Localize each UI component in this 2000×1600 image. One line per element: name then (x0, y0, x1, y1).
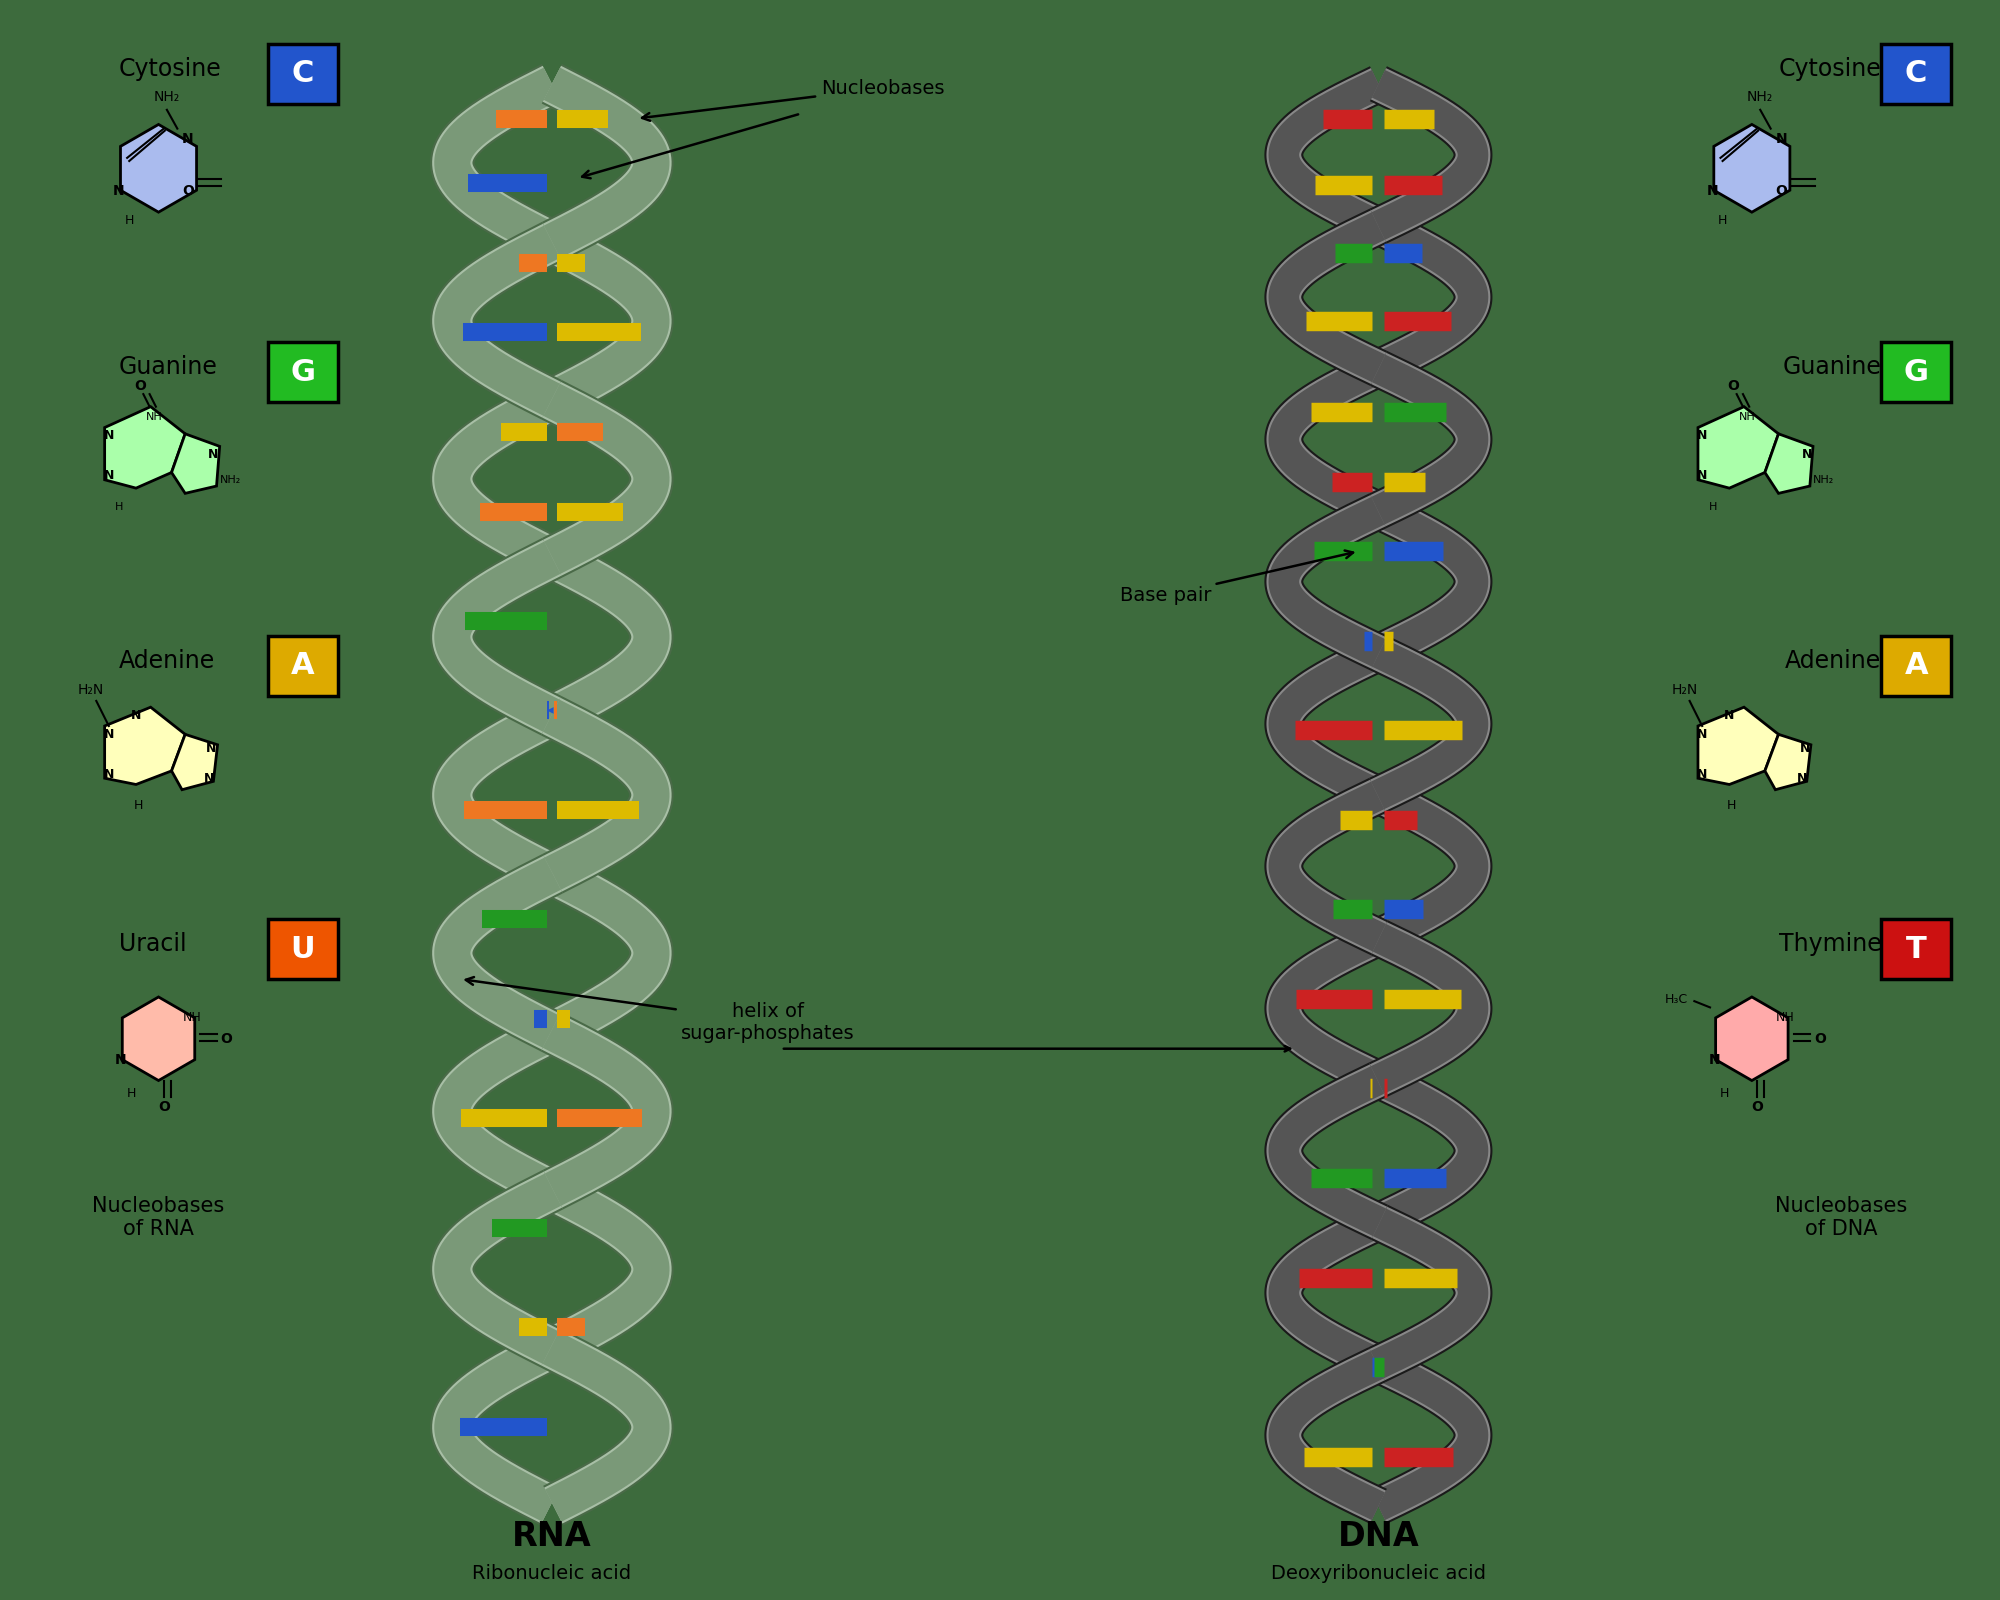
Text: G: G (1904, 358, 1928, 387)
Text: O: O (220, 1032, 232, 1046)
Text: N: N (1802, 448, 1812, 461)
Text: H: H (126, 1086, 136, 1099)
FancyBboxPatch shape (1882, 43, 1952, 104)
Polygon shape (1764, 434, 1812, 493)
Text: Uracil: Uracil (118, 933, 186, 957)
Text: N: N (1724, 709, 1734, 722)
Text: C: C (292, 59, 314, 88)
Text: H₃C: H₃C (1666, 992, 1688, 1005)
Text: H₂N: H₂N (78, 683, 104, 698)
Text: O: O (158, 1099, 170, 1114)
Text: NH: NH (146, 413, 162, 422)
Text: N: N (1798, 771, 1808, 784)
Text: Guanine: Guanine (1782, 355, 1882, 379)
Text: O: O (1814, 1032, 1826, 1046)
Text: T: T (1906, 934, 1926, 963)
Text: RNA: RNA (512, 1520, 592, 1552)
Text: N: N (104, 469, 114, 482)
Text: N: N (1706, 184, 1718, 198)
Text: H: H (1708, 502, 1716, 512)
Polygon shape (104, 707, 186, 784)
Text: Nucleobases: Nucleobases (642, 78, 944, 120)
Text: N: N (182, 133, 194, 146)
FancyBboxPatch shape (268, 635, 338, 696)
Text: Deoxyribonucleic acid: Deoxyribonucleic acid (1270, 1565, 1486, 1584)
Text: NH₂: NH₂ (1748, 90, 1774, 104)
Text: N: N (104, 768, 114, 781)
Text: N: N (1696, 429, 1708, 443)
Text: NH₂: NH₂ (1812, 475, 1834, 485)
Text: NH: NH (1776, 1011, 1794, 1024)
Polygon shape (1716, 997, 1788, 1080)
Text: H: H (116, 502, 124, 512)
Text: Nucleobases
of DNA: Nucleobases of DNA (1776, 1197, 1908, 1240)
Text: O: O (1752, 1099, 1764, 1114)
Text: Ribonucleic acid: Ribonucleic acid (472, 1565, 632, 1584)
Text: Thymine: Thymine (1778, 933, 1882, 957)
Text: Cytosine: Cytosine (1778, 58, 1882, 82)
Text: A: A (292, 651, 314, 680)
Polygon shape (1698, 707, 1778, 784)
Text: N: N (116, 1053, 126, 1067)
Text: H: H (134, 798, 142, 811)
Text: N: N (1776, 133, 1786, 146)
Text: Adenine: Adenine (1786, 648, 1882, 672)
Text: NH₂: NH₂ (220, 475, 240, 485)
Polygon shape (1698, 406, 1778, 488)
Polygon shape (172, 434, 220, 493)
Text: N: N (1696, 768, 1708, 781)
Polygon shape (120, 125, 196, 213)
Text: NH: NH (182, 1011, 202, 1024)
Text: N: N (104, 728, 114, 741)
Text: N: N (112, 184, 124, 198)
Text: U: U (290, 934, 316, 963)
Text: H: H (1726, 798, 1736, 811)
Text: O: O (182, 184, 194, 198)
Polygon shape (172, 734, 218, 790)
Text: N: N (1800, 742, 1810, 755)
Text: Adenine: Adenine (118, 648, 214, 672)
Text: N: N (130, 709, 142, 722)
Text: H: H (124, 214, 134, 227)
Text: N: N (208, 448, 218, 461)
Polygon shape (122, 997, 194, 1080)
Text: H: H (1718, 214, 1728, 227)
FancyBboxPatch shape (268, 43, 338, 104)
Text: C: C (1904, 59, 1928, 88)
Text: NH₂: NH₂ (154, 90, 180, 104)
Text: H: H (1720, 1086, 1730, 1099)
Text: O: O (1728, 379, 1740, 392)
Text: A: A (1904, 651, 1928, 680)
FancyBboxPatch shape (1882, 635, 1952, 696)
Polygon shape (1714, 125, 1790, 213)
Text: Nucleobases
of RNA: Nucleobases of RNA (92, 1197, 224, 1240)
Text: N: N (1696, 728, 1708, 741)
Polygon shape (1764, 734, 1810, 790)
FancyBboxPatch shape (268, 342, 338, 402)
Text: Guanine: Guanine (118, 355, 218, 379)
Text: O: O (1776, 184, 1788, 198)
Polygon shape (104, 406, 186, 488)
FancyBboxPatch shape (1882, 342, 1952, 402)
Text: Cytosine: Cytosine (118, 58, 222, 82)
FancyBboxPatch shape (268, 918, 338, 979)
Text: G: G (290, 358, 316, 387)
FancyBboxPatch shape (1882, 918, 1952, 979)
Text: N: N (104, 429, 114, 443)
Text: H₂N: H₂N (1672, 683, 1698, 698)
Text: O: O (134, 379, 146, 392)
Text: N: N (206, 742, 216, 755)
Text: DNA: DNA (1338, 1520, 1420, 1552)
Text: helix of
sugar-phosphates: helix of sugar-phosphates (466, 978, 854, 1043)
Text: Base pair: Base pair (1120, 550, 1354, 605)
Text: N: N (204, 771, 214, 784)
Text: NH: NH (1738, 413, 1756, 422)
Text: N: N (1708, 1053, 1720, 1067)
Text: N: N (1696, 469, 1708, 482)
